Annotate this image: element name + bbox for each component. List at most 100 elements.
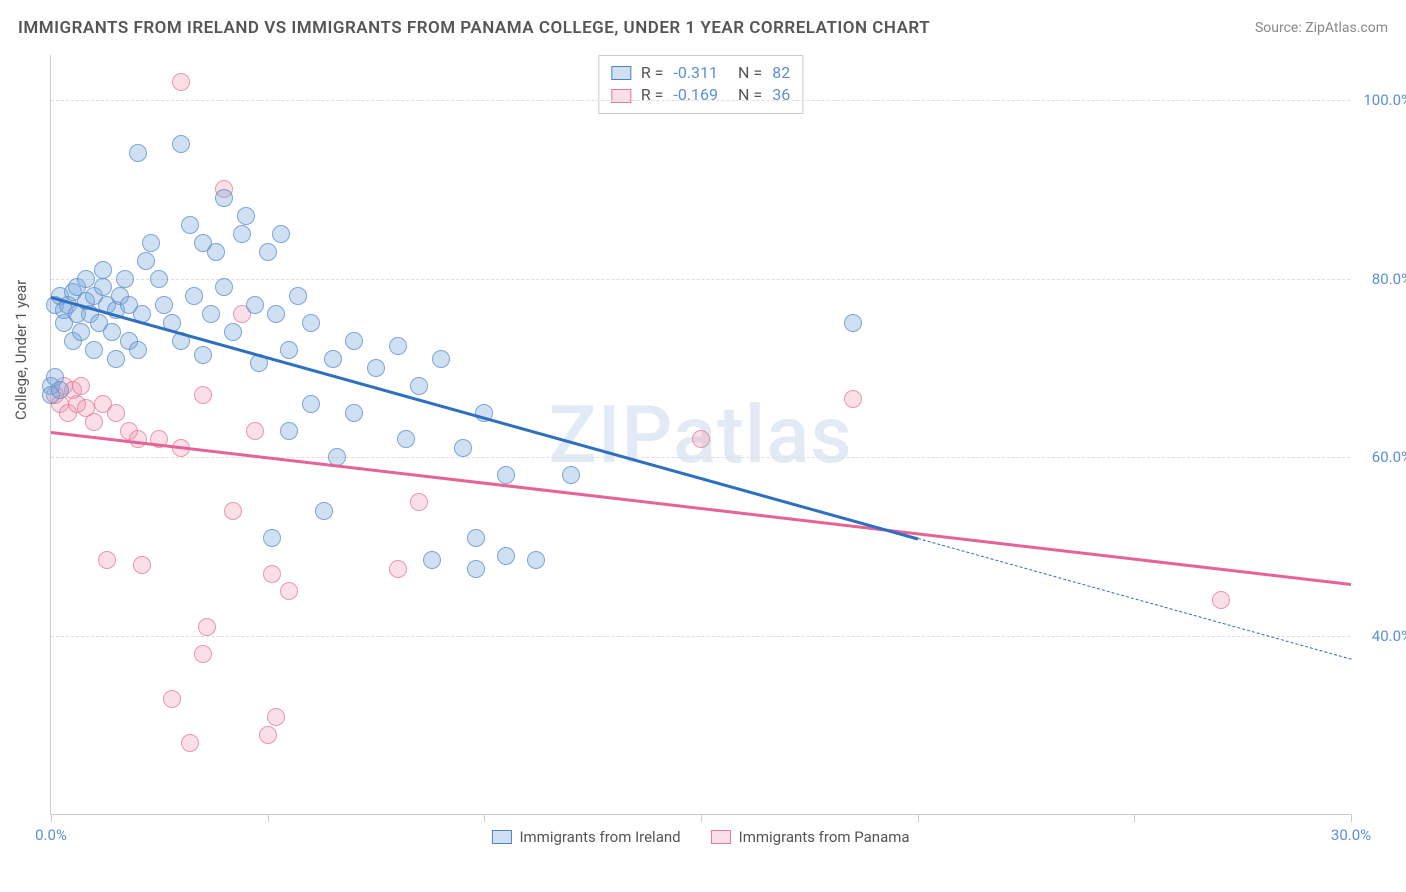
source-label: Source: ZipAtlas.com [1255, 20, 1388, 36]
ireland-point [150, 270, 168, 288]
ireland-point [129, 144, 147, 162]
ireland-point [367, 359, 385, 377]
ireland-point [85, 341, 103, 359]
ireland-point [137, 252, 155, 270]
chart-title: IMMIGRANTS FROM IRELAND VS IMMIGRANTS FR… [18, 18, 930, 38]
ireland-point [345, 332, 363, 350]
legend-n-label: N = [738, 84, 762, 106]
ireland-point [454, 439, 472, 457]
ireland-point [129, 341, 147, 359]
ireland-point [259, 243, 277, 261]
ireland-point [302, 395, 320, 413]
panama-point [692, 430, 710, 448]
ireland-point [194, 346, 212, 364]
ireland-point [237, 207, 255, 225]
legend-series-label: Immigrants from Ireland [519, 828, 680, 846]
ireland-point [497, 547, 515, 565]
panama-point [259, 726, 277, 744]
gridline-h [51, 100, 1350, 101]
legend-swatch [491, 830, 511, 844]
ireland-point [233, 225, 251, 243]
ireland-point [215, 278, 233, 296]
legend-n-value: 36 [772, 84, 790, 106]
ireland-point [263, 529, 281, 547]
ireland-point [324, 350, 342, 368]
ireland-point [72, 323, 90, 341]
panama-point [181, 734, 199, 752]
panama-trendline [51, 431, 1351, 585]
ireland-point [267, 305, 285, 323]
panama-point [1212, 591, 1230, 609]
x-tick-label: 30.0% [1331, 826, 1371, 844]
legend-n-label: N = [738, 62, 762, 84]
ireland-point [432, 350, 450, 368]
ireland-point [181, 216, 199, 234]
ireland-point [423, 551, 441, 569]
ireland-point [142, 234, 160, 252]
ireland-point [215, 189, 233, 207]
panama-point [133, 556, 151, 574]
x-tick [701, 814, 702, 822]
legend-swatch [711, 830, 731, 844]
ireland-point [467, 529, 485, 547]
x-tick [484, 814, 485, 822]
ireland-point [289, 287, 307, 305]
legend-stat-row: R = -0.311N = 82 [611, 62, 790, 84]
gridline-h [51, 636, 1350, 637]
x-tick [51, 814, 52, 822]
y-tick-label: 100.0% [1363, 91, 1406, 109]
legend-n-value: 82 [772, 62, 790, 84]
y-axis-label: College, Under 1 year [12, 280, 30, 420]
panama-point [72, 377, 90, 395]
panama-point [389, 560, 407, 578]
ireland-point [389, 337, 407, 355]
legend-swatch [611, 66, 631, 80]
ireland-point [272, 225, 290, 243]
ireland-point [172, 135, 190, 153]
series-legend: Immigrants from Ireland Immigrants from P… [491, 828, 909, 846]
legend-series-item: Immigrants from Ireland [491, 828, 680, 846]
legend-series-label: Immigrants from Panama [739, 828, 910, 846]
panama-point [224, 502, 242, 520]
ireland-point [224, 323, 242, 341]
ireland-point [103, 323, 121, 341]
ireland-point [315, 502, 333, 520]
panama-point [194, 645, 212, 663]
panama-point [267, 708, 285, 726]
ireland-point [844, 314, 862, 332]
ireland-point [527, 551, 545, 569]
x-tick [1351, 814, 1352, 822]
panama-point [163, 690, 181, 708]
panama-point [194, 386, 212, 404]
chart-plot-area: ZIPatlas R = -0.311N = 82R = -0.169N = 3… [50, 55, 1350, 815]
ireland-trendline [51, 296, 918, 540]
panama-point [246, 422, 264, 440]
ireland-point [51, 381, 69, 399]
y-tick-label: 80.0% [1372, 270, 1406, 288]
legend-stat-row: R = -0.169 N = 36 [611, 84, 790, 106]
legend-r-label: R = [641, 62, 664, 84]
ireland-point [410, 377, 428, 395]
ireland-point [302, 314, 320, 332]
panama-point [280, 582, 298, 600]
panama-point [844, 390, 862, 408]
y-tick-label: 60.0% [1372, 448, 1406, 466]
ireland-point [77, 270, 95, 288]
x-tick [918, 814, 919, 822]
x-tick [268, 814, 269, 822]
panama-point [198, 618, 216, 636]
ireland-point [94, 278, 112, 296]
ireland-point [155, 296, 173, 314]
ireland-point [116, 270, 134, 288]
panama-point [107, 404, 125, 422]
x-tick [1134, 814, 1135, 822]
ireland-trendline-extension [918, 538, 1352, 660]
legend-r-value: -0.169 [673, 84, 718, 106]
ireland-point [280, 341, 298, 359]
panama-point [410, 493, 428, 511]
ireland-point [345, 404, 363, 422]
y-tick-label: 40.0% [1372, 627, 1406, 645]
ireland-point [94, 261, 112, 279]
gridline-h [51, 457, 1350, 458]
legend-r-label: R = [641, 84, 664, 106]
